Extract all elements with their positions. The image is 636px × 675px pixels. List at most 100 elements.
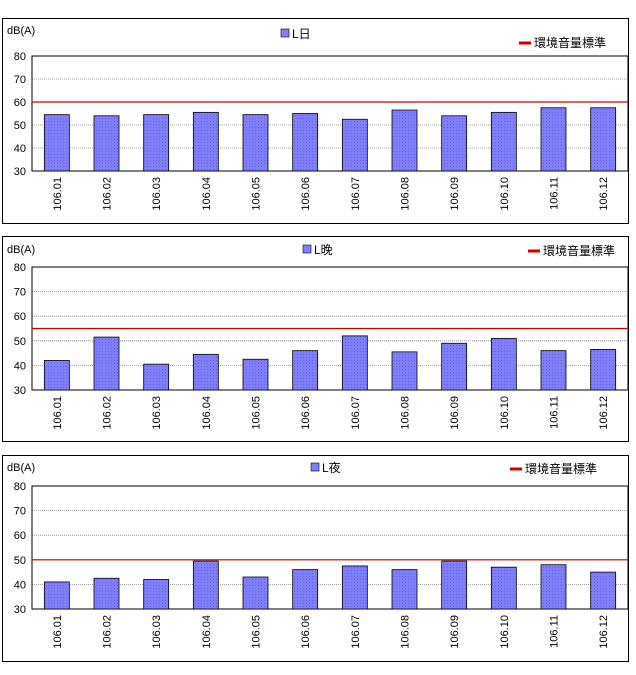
day-category-label: 106.03 (151, 177, 163, 211)
evening-bar (540, 350, 567, 391)
night-ylabel: dB(A) (7, 462, 35, 474)
night-plot-area (31, 485, 629, 610)
evening-legend-swatch (302, 244, 312, 254)
night-category-label: 106.09 (449, 615, 461, 649)
evening-ytick-label: 30 (14, 385, 26, 397)
night-category-label: 106.05 (251, 615, 263, 649)
day-ytick-label: 30 (14, 166, 26, 178)
chart-panel-night: dB(A) 30 40 50 60 70 80 106.01 106.02 106.03 106.0… (2, 455, 629, 662)
evening-category-label: 106.02 (102, 396, 114, 430)
day-ytick-label: 80 (14, 51, 26, 63)
day-plot-area (31, 55, 629, 172)
night-bar (490, 566, 517, 610)
day-ylabel: dB(A) (7, 25, 35, 37)
day-bar (143, 114, 170, 172)
chart-panel-day: dB(A) 30 40 50 60 70 80 106.01 106.02 106.03 106.0… (2, 18, 629, 224)
night-category-label: 106.10 (499, 615, 511, 649)
evening-standard-legend-label: 環境音量標準 (543, 243, 615, 258)
evening-category-label: 106.06 (300, 396, 312, 430)
night-bar (143, 579, 170, 610)
night-bar (292, 569, 319, 610)
day-ytick-label: 50 (14, 120, 26, 132)
evening-ytick-label: 70 (14, 287, 26, 299)
evening-category-label: 106.10 (499, 396, 511, 430)
night-bar (341, 565, 368, 610)
evening-bar (292, 350, 319, 391)
night-bar (43, 581, 70, 610)
night-category-label: 106.12 (598, 615, 610, 649)
evening-category-label: 106.01 (52, 396, 64, 430)
evening-bar (441, 342, 468, 391)
day-bar (540, 107, 567, 172)
day-bar (242, 114, 269, 172)
day-bar (43, 114, 70, 172)
day-category-label: 106.04 (201, 177, 213, 211)
night-ytick-label: 60 (14, 530, 26, 542)
evening-ytick-label: 50 (14, 336, 26, 348)
night-category-label: 106.07 (350, 615, 362, 649)
night-ytick-label: 70 (14, 506, 26, 518)
evening-category-label: 106.09 (449, 396, 461, 430)
day-category-label: 106.10 (499, 177, 511, 211)
evening-bar (341, 335, 368, 391)
day-legend-label: L日 (292, 27, 311, 41)
night-ytick-label: 50 (14, 555, 26, 567)
day-category-label: 106.09 (449, 177, 461, 211)
evening-category-label: 106.03 (151, 396, 163, 430)
night-category-label: 106.03 (151, 615, 163, 649)
day-bar (490, 111, 517, 172)
evening-bar (43, 360, 70, 391)
evening-ytick-label: 80 (14, 262, 26, 274)
night-bar (540, 564, 567, 610)
day-bar (292, 113, 319, 172)
day-category-label: 106.05 (251, 177, 263, 211)
night-category-label: 106.02 (102, 615, 114, 649)
day-category-label: 106.06 (300, 177, 312, 211)
day-ytick-label: 70 (14, 74, 26, 86)
day-bar (341, 118, 368, 172)
night-legend-swatch (310, 462, 320, 472)
night-category-label: 106.04 (201, 615, 213, 649)
evening-bar (490, 337, 517, 391)
night-bar (93, 577, 120, 610)
evening-bar (391, 351, 418, 391)
evening-category-label: 106.05 (251, 396, 263, 430)
night-category-label: 106.08 (400, 615, 412, 649)
day-category-label: 106.08 (400, 177, 412, 211)
day-noise-chart: dB(A) 30 40 50 60 70 80 106.01 106.02 106.03 106.0… (7, 25, 629, 211)
night-bar (192, 560, 219, 610)
evening-bar (93, 336, 120, 391)
day-category-label: 106.12 (598, 177, 610, 211)
evening-ylabel: dB(A) (7, 244, 35, 256)
day-ytick-label: 40 (14, 143, 26, 155)
evening-noise-chart: dB(A) 30 40 50 60 70 80 106.01 106.02 106.03 106.0… (7, 243, 629, 430)
night-category-label: 106.06 (300, 615, 312, 649)
day-ytick-label: 60 (14, 97, 26, 109)
night-standard-legend-label: 環境音量標準 (525, 461, 597, 476)
night-ytick-label: 80 (14, 481, 26, 493)
evening-category-label: 106.07 (350, 396, 362, 430)
night-bar (590, 571, 617, 610)
day-standard-legend-label: 環境音量標準 (534, 35, 606, 50)
night-category-label: 106.11 (549, 615, 561, 648)
evening-ytick-label: 40 (14, 360, 26, 372)
day-bar (391, 109, 418, 172)
night-noise-chart: dB(A) 30 40 50 60 70 80 106.01 106.02 106.03 106.0… (7, 460, 629, 649)
day-category-label: 106.11 (549, 177, 561, 210)
evening-bar (242, 358, 269, 391)
day-bar (441, 115, 468, 172)
day-bar (590, 107, 617, 172)
night-category-label: 106.01 (52, 615, 64, 649)
evening-category-label: 106.12 (598, 396, 610, 430)
night-legend-label: L夜 (322, 460, 341, 475)
evening-category-label: 106.08 (400, 396, 412, 430)
evening-category-label: 106.11 (549, 396, 561, 429)
day-category-label: 106.07 (350, 177, 362, 211)
evening-bar (143, 363, 170, 391)
day-bar (192, 111, 219, 172)
day-category-label: 106.01 (52, 177, 64, 211)
day-legend-swatch (280, 28, 290, 38)
night-bar (441, 560, 468, 610)
day-category-label: 106.02 (102, 177, 114, 211)
evening-category-label: 106.04 (201, 396, 213, 430)
